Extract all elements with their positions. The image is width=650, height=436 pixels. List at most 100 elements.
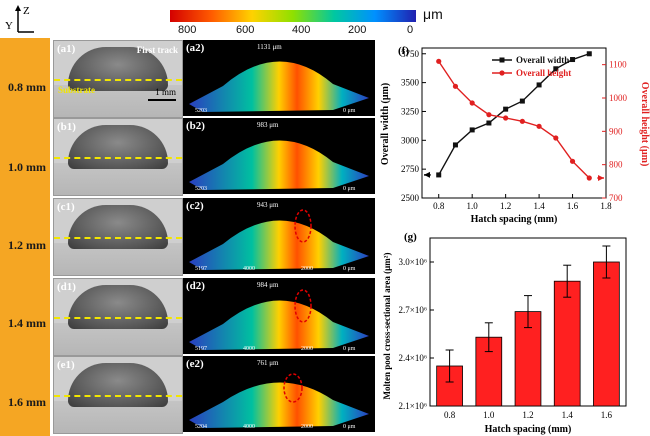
data-point — [553, 66, 559, 72]
y-tick-label: 2.7×10⁶ — [399, 305, 427, 315]
data-point — [436, 58, 442, 64]
data-point — [570, 57, 576, 63]
y-tick-label: 2.4×10⁶ — [399, 353, 427, 363]
topography-a2: (a2) 1131 μm 5203 0 μm — [183, 40, 375, 116]
axis-tick: 0 μm — [343, 266, 356, 272]
data-point — [452, 83, 459, 89]
x-tick-label: 0.8 — [444, 410, 456, 420]
legend-marker — [499, 70, 505, 76]
topography-surface — [189, 140, 369, 190]
panel-tag: (a1) — [57, 43, 76, 55]
y-left-tick-label: 2500 — [401, 193, 420, 203]
axis-tick: 0 μm — [343, 108, 356, 114]
data-point — [503, 115, 509, 121]
bar — [593, 261, 620, 407]
axis-tick: 5197 — [195, 266, 207, 272]
panel-tag: (b2) — [186, 120, 205, 132]
first-track-label: First track — [136, 45, 178, 55]
spacing-label: 1.0 mm — [8, 160, 46, 174]
y-axis-left-label: Overall width (μm) — [380, 83, 391, 165]
data-point — [503, 106, 509, 112]
topography-surface — [189, 289, 369, 350]
panel-tag: (e2) — [186, 358, 204, 370]
x-axis-label: Hatch spacing (mm) — [471, 214, 558, 225]
data-point — [469, 100, 475, 106]
spacing-label: 0.8 mm — [8, 80, 46, 94]
colorbar-tick: 400 — [292, 24, 311, 36]
micrograph-e1: (e1) — [53, 356, 183, 434]
axis-tick: 4000 — [243, 266, 255, 272]
data-point — [586, 175, 592, 181]
y-right-tick-label: 1000 — [609, 93, 628, 103]
spacing-label: 1.4 mm — [8, 316, 46, 330]
data-point — [486, 120, 492, 126]
data-point — [469, 127, 475, 133]
coordinate-axes-icon: Y Z — [5, 5, 34, 33]
data-point — [436, 172, 442, 178]
x-tick-label: 1.6 — [601, 410, 613, 420]
y-left-tick-label: 3250 — [401, 106, 420, 116]
y-right-tick-label: 1100 — [609, 60, 627, 70]
data-point — [536, 82, 542, 88]
micrograph-a1: (a1) First track Substrate 1 mm — [53, 40, 183, 118]
topography-surface — [189, 373, 369, 428]
axis-tick: 2000 — [301, 266, 313, 272]
legend-marker — [499, 57, 505, 63]
data-point — [486, 112, 492, 118]
y-left-tick-label: 3750 — [401, 49, 420, 59]
substrate-label: Substrate — [58, 85, 96, 95]
x-axis-label: Hatch spacing (mm) — [485, 424, 572, 435]
data-point — [536, 123, 542, 129]
axis-tick: 0 μm — [343, 346, 356, 352]
panel-tag: (e1) — [57, 359, 75, 371]
x-tick-label: 1.2 — [500, 201, 511, 211]
scale-bar: 1 mm — [148, 87, 176, 101]
axis-tick: 2000 — [301, 424, 313, 430]
topography-c2: (c2) 943 μm 5197 4000 2000 0 μm — [183, 198, 375, 274]
hatch-spacing-column — [0, 38, 50, 436]
series-line — [438, 53, 590, 176]
panel-tag: (d1) — [57, 281, 76, 293]
data-point — [586, 51, 592, 57]
axis-y-label: Y — [5, 20, 13, 32]
y-left-tick-label: 2750 — [401, 164, 420, 174]
data-point — [519, 98, 525, 104]
colorbar-tick: 600 — [236, 24, 255, 36]
colorbar-tick: 800 — [178, 24, 197, 36]
topography-d2: (d2) 984 μm 5197 4000 2000 0 μm — [183, 278, 375, 354]
max-height-label: 983 μm — [257, 121, 279, 129]
axis-tick: 5203 — [195, 186, 207, 192]
data-point — [519, 118, 525, 124]
bar — [553, 280, 581, 407]
axis-tick: 5203 — [195, 108, 207, 114]
colorbar-tick: 200 — [348, 24, 367, 36]
y-left-tick-label: 3000 — [401, 135, 420, 145]
axis-z-label: Z — [23, 5, 30, 17]
topography-b2: (b2) 983 μm 5203 0 μm — [183, 118, 375, 194]
topography-e2: (e2) 761 μm 5204 4000 2000 0 μm — [183, 356, 375, 432]
colorbar-tick: 0 — [407, 24, 414, 36]
max-height-label: 761 μm — [257, 359, 279, 367]
line-chart-f: (f) Hatch spacing (mm) Overall width (μm… — [380, 45, 650, 225]
legend-label: Overall width — [516, 55, 569, 65]
y-axis-label: Molten pool cross-sectional area (μm²) — [382, 253, 392, 400]
left-axis-arrowhead — [424, 171, 430, 178]
x-tick-label: 1.4 — [562, 410, 574, 420]
axis-tick: 5197 — [195, 346, 207, 352]
axis-tick: 4000 — [243, 424, 255, 430]
x-tick-label: 1.4 — [533, 201, 545, 211]
axis-tick: 2000 — [301, 346, 313, 352]
max-height-label: 943 μm — [257, 201, 279, 209]
max-height-label: 984 μm — [257, 281, 279, 289]
data-point — [569, 158, 576, 164]
y-right-tick-label: 800 — [609, 160, 623, 170]
panel-tag: (g) — [404, 231, 417, 243]
micrograph-c1: (c1) — [53, 198, 183, 276]
panel-tag: (c1) — [57, 201, 75, 213]
panel-tag: (b1) — [57, 121, 76, 133]
x-tick-label: 1.8 — [600, 201, 612, 211]
micrograph-b1: (b1) — [53, 118, 183, 196]
plot-area — [421, 47, 607, 199]
colorbar-unit: μm — [423, 6, 443, 22]
scale-bar-label: 1 mm — [155, 87, 176, 97]
